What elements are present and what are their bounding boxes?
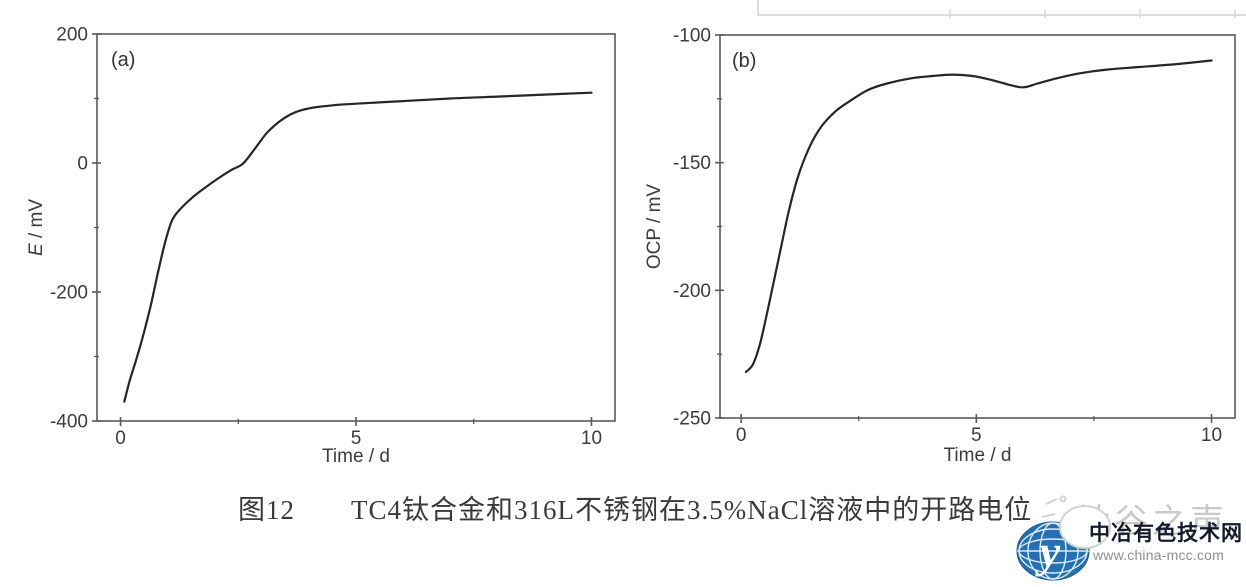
ocp-charts: 0 5 10 200 0 -200 -400 Time / d E / mV (a) 0 5 10 -10…	[26, 0, 1246, 467]
plot-border	[96, 33, 616, 422]
chart-panel-a: 0 5 10 200 0 -200 -400 Time / d E / mV (a)	[26, 25, 616, 467]
panel-label: (a)	[111, 49, 135, 71]
y-tick-label: -100	[673, 26, 711, 47]
x-axis-label: Time / d	[322, 446, 390, 467]
y-tick-label: 200	[56, 25, 88, 46]
figure-caption-label: 图12	[238, 495, 295, 525]
watermark-sketch-icon	[1041, 495, 1111, 549]
panel-label: (b)	[732, 50, 756, 72]
figure-caption: 图12 TC4钛合金和316L不锈钢在3.5%NaCl溶液中的开路电位	[238, 488, 1032, 527]
logo-name: 中冶有色技术网	[1089, 522, 1243, 545]
logo-monogram: y	[1035, 526, 1061, 577]
y-tick-label: -200	[673, 281, 711, 302]
logo-url: www.china-mcc.com	[1093, 547, 1224, 563]
x-axis-label: Time / d	[944, 445, 1012, 466]
y-tick-label: -200	[50, 283, 88, 304]
x-tick-label: 10	[1201, 425, 1222, 446]
figure-caption-text: TC4钛合金和316L不锈钢在3.5%NaCl溶液中的开路电位	[351, 495, 1033, 525]
y-tick-label: 0	[77, 154, 88, 175]
x-tick-label: 5	[351, 428, 362, 449]
globe-gridlines	[1017, 522, 1089, 580]
x-tick-label: 10	[581, 428, 602, 449]
series-curve-a	[123, 91, 593, 403]
x-tick-label: 0	[736, 425, 747, 446]
y-tick-label: -150	[673, 153, 711, 174]
cropped-plot-fragment	[757, 0, 1246, 18]
series-curve-b	[744, 59, 1213, 374]
x-tick-label: 5	[971, 425, 982, 446]
y-axis-label: E / mV	[26, 199, 47, 256]
y-tick-label: -250	[673, 409, 711, 430]
plot-border	[719, 34, 1236, 419]
y-axis-label: OCP / mV	[644, 184, 665, 269]
x-tick-label: 0	[115, 428, 126, 449]
chart-panel-b: 0 5 10 -100 -150 -200 -250 Time / d OCP / mV (b)	[644, 26, 1236, 466]
y-tick-label: -400	[50, 412, 88, 433]
